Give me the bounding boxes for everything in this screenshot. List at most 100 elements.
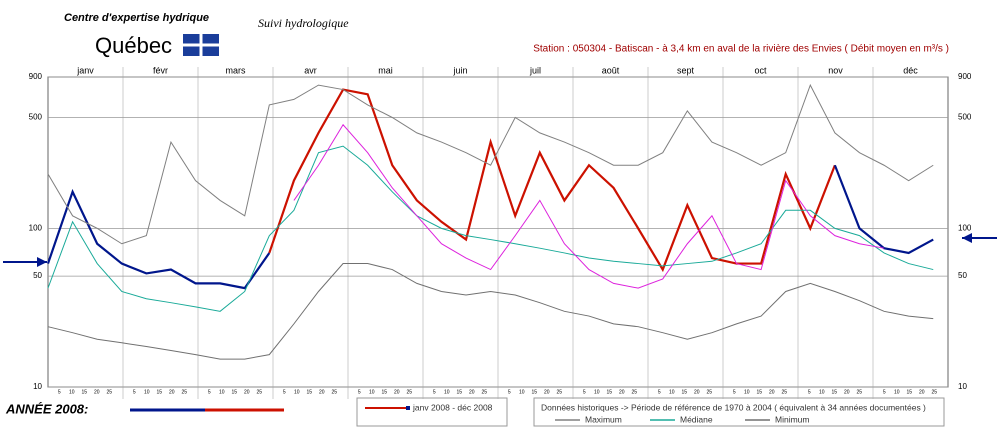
day-tick-label: 5 xyxy=(358,389,361,395)
day-tick-label: 20 xyxy=(319,389,325,395)
month-label: nov xyxy=(828,65,843,75)
day-tick-label: 10 xyxy=(369,389,375,395)
org-name: Centre d'expertise hydrique xyxy=(64,12,209,24)
month-label: mars xyxy=(226,65,246,75)
day-tick-label: 25 xyxy=(631,389,637,395)
day-tick-label: 25 xyxy=(181,389,187,395)
series-line xyxy=(47,263,934,360)
day-tick-label: 25 xyxy=(856,389,862,395)
day-tick-label: 25 xyxy=(781,389,787,395)
series-line xyxy=(268,88,836,273)
day-tick-label: 5 xyxy=(508,389,511,395)
day-tick-label: 15 xyxy=(756,389,762,395)
day-tick-label: 20 xyxy=(619,389,625,395)
day-tick-label: 20 xyxy=(94,389,100,395)
y2-tick-label: 900 xyxy=(958,72,972,81)
day-tick-label: 10 xyxy=(594,389,600,395)
month-label: janv xyxy=(76,65,94,75)
day-tick-label: 5 xyxy=(133,389,136,395)
day-tick-label: 20 xyxy=(469,389,475,395)
day-tick-label: 25 xyxy=(256,389,262,395)
day-tick-label: 5 xyxy=(208,389,211,395)
month-label: févr xyxy=(153,65,168,75)
day-tick-label: 25 xyxy=(481,389,487,395)
day-tick-label: 20 xyxy=(244,389,250,395)
day-tick-label: 25 xyxy=(406,389,412,395)
day-tick-label: 15 xyxy=(381,389,387,395)
month-label: sept xyxy=(677,65,695,75)
day-tick-label: 5 xyxy=(658,389,661,395)
day-tick-label: 10 xyxy=(69,389,75,395)
month-label: oct xyxy=(754,65,767,75)
day-tick-label: 15 xyxy=(156,389,162,395)
y-tick-label: 10 xyxy=(33,382,42,391)
y-tick-label: 900 xyxy=(29,72,43,81)
day-tick-label: 25 xyxy=(106,389,112,395)
day-tick-label: 15 xyxy=(681,389,687,395)
day-tick-label: 10 xyxy=(294,389,300,395)
day-tick-label: 15 xyxy=(456,389,462,395)
day-tick-label: 20 xyxy=(394,389,400,395)
legend-box xyxy=(356,397,508,427)
history-note: Données historiques -> Période de référe… xyxy=(541,402,926,412)
day-tick-label: 20 xyxy=(544,389,550,395)
y2-tick-label: 50 xyxy=(958,271,967,280)
day-tick-label: 5 xyxy=(583,389,586,395)
day-tick-label: 15 xyxy=(231,389,237,395)
month-label: juil xyxy=(529,65,541,75)
y-tick-label: 50 xyxy=(33,271,42,280)
day-tick-label: 10 xyxy=(444,389,450,395)
chart-title: Station : 050304 - Batiscan - à 3,4 km e… xyxy=(533,44,949,55)
flag xyxy=(183,34,219,56)
app-title: Suivi hydrologique xyxy=(258,16,349,30)
brand: Québec xyxy=(95,33,172,58)
y-tick-label: 100 xyxy=(29,223,43,232)
month-label: août xyxy=(602,65,620,75)
arrow-head xyxy=(962,233,972,243)
day-tick-label: 5 xyxy=(433,389,436,395)
legend-label: Minimum xyxy=(775,414,809,424)
day-tick-label: 20 xyxy=(919,389,925,395)
day-tick-label: 15 xyxy=(606,389,612,395)
day-tick-label: 15 xyxy=(531,389,537,395)
month-label: juin xyxy=(452,65,467,75)
arrow-head xyxy=(37,257,47,267)
day-tick-label: 10 xyxy=(819,389,825,395)
legend-marker xyxy=(406,406,410,410)
day-tick-label: 10 xyxy=(744,389,750,395)
day-tick-label: 5 xyxy=(883,389,886,395)
y2-tick-label: 500 xyxy=(958,113,972,122)
day-tick-label: 15 xyxy=(906,389,912,395)
y-tick-label: 500 xyxy=(29,113,43,122)
month-label: avr xyxy=(304,65,317,75)
legend-label: Médiane xyxy=(680,414,713,424)
day-tick-label: 10 xyxy=(669,389,675,395)
month-label: déc xyxy=(903,65,918,75)
series-line xyxy=(47,83,934,245)
series-line xyxy=(293,123,885,289)
year-label: ANNÉE 2008: xyxy=(5,401,88,416)
series-line xyxy=(47,145,934,312)
day-tick-label: 10 xyxy=(144,389,150,395)
day-tick-label: 25 xyxy=(331,389,337,395)
day-tick-label: 20 xyxy=(169,389,175,395)
day-tick-label: 5 xyxy=(58,389,61,395)
day-tick-label: 10 xyxy=(219,389,225,395)
day-tick-label: 15 xyxy=(831,389,837,395)
y2-tick-label: 100 xyxy=(958,223,972,232)
day-tick-label: 20 xyxy=(694,389,700,395)
day-tick-label: 5 xyxy=(733,389,736,395)
y2-tick-label: 10 xyxy=(958,382,967,391)
day-tick-label: 15 xyxy=(306,389,312,395)
day-tick-label: 20 xyxy=(769,389,775,395)
history-box xyxy=(533,397,945,427)
day-tick-label: 15 xyxy=(81,389,87,395)
day-tick-label: 25 xyxy=(706,389,712,395)
day-tick-label: 20 xyxy=(844,389,850,395)
day-tick-label: 5 xyxy=(283,389,286,395)
series-line xyxy=(46,164,934,290)
legend-label: janv 2008 - déc 2008 xyxy=(412,402,493,412)
month-label: mai xyxy=(378,65,393,75)
day-tick-label: 10 xyxy=(519,389,525,395)
